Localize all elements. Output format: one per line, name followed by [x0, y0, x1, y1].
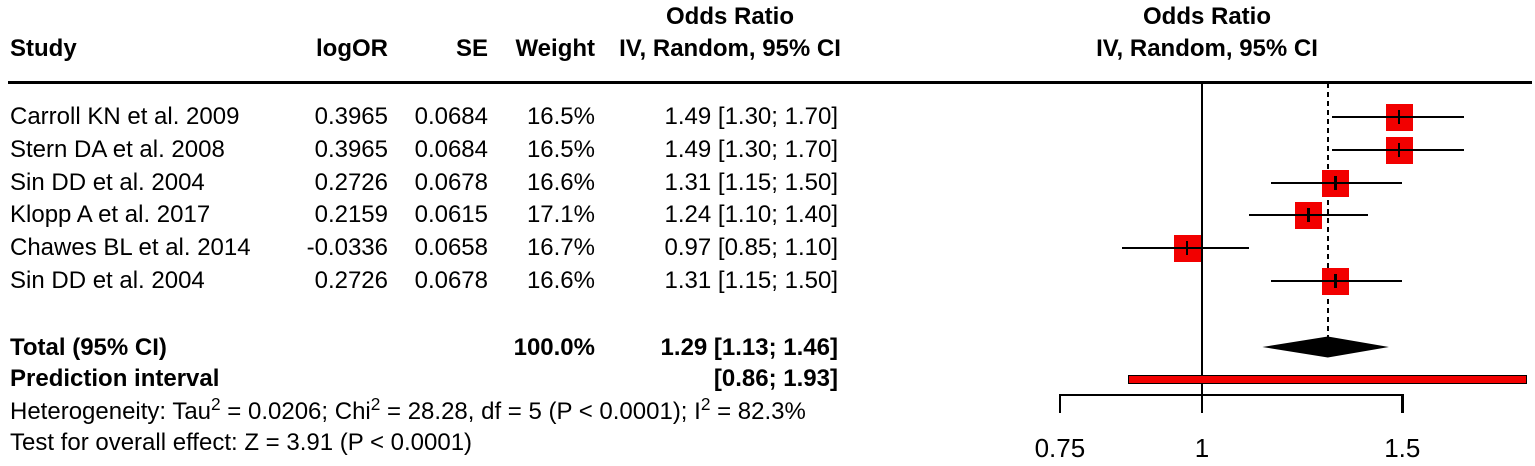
pooled-estimate-line: [1326, 83, 1329, 337]
study-row: Sin DD et al. 2004 0.2726 0.0678 16.6% 1.31 …: [0, 168, 900, 198]
study-name: Klopp A et al. 2017: [10, 201, 211, 228]
study-ci: 1.49 [1.30; 1.70]: [664, 103, 838, 130]
study-weight: 16.6%: [526, 267, 595, 294]
summary-diamond: [1262, 336, 1389, 358]
total-ci: 1.29 [1.13; 1.46]: [660, 334, 838, 361]
plot-header-line2: IV, Random, 95% CI: [1096, 35, 1318, 62]
study-name: Sin DD et al. 2004: [10, 267, 205, 294]
study-logor: 0.2159: [314, 201, 388, 228]
ci-whisker: [1271, 181, 1403, 185]
prediction-ci: [0.86; 1.93]: [713, 365, 838, 392]
axis-line: [1059, 393, 1403, 396]
study-row: Chawes BL et al. 2014 -0.0336 0.0658 16.7% 0…: [0, 233, 900, 263]
axis-tick: [1401, 393, 1404, 413]
point-estimate-tick: [1334, 274, 1337, 288]
prediction-label: Prediction interval: [10, 365, 220, 392]
study-ci: 1.31 [1.15; 1.50]: [664, 267, 838, 294]
study-logor: 0.3965: [314, 103, 388, 130]
study-ci: 1.49 [1.30; 1.70]: [664, 136, 838, 163]
study-name: Chawes BL et al. 2014: [10, 234, 251, 261]
study-name: Carroll KN et al. 2009: [10, 103, 240, 130]
axis-tick: [1058, 393, 1062, 413]
total-weight: 100.0%: [513, 334, 595, 361]
study-row: Klopp A et al. 2017 0.2159 0.0615 17.1% 1.24…: [0, 200, 900, 230]
study-logor: 0.2726: [314, 169, 388, 196]
axis-tick-label: 1: [1194, 433, 1210, 463]
column-header-ci-line1: Odds Ratio: [665, 3, 794, 30]
study-ci: 0.97 [0.85; 1.10]: [664, 234, 838, 261]
study-ci: 1.24 [1.10; 1.40]: [664, 201, 838, 228]
study-ci: 1.31 [1.15; 1.50]: [664, 169, 838, 196]
plot-header-line1: Odds Ratio: [1142, 3, 1271, 30]
column-header-logor: logOR: [316, 35, 388, 62]
column-header-se: SE: [455, 35, 488, 62]
study-se: 0.0678: [414, 267, 488, 294]
axis-tick-label: 0.75: [1034, 433, 1086, 463]
column-header-study: Study: [10, 35, 77, 62]
study-row: Carroll KN et al. 2009 0.3965 0.0684 16.5% 1…: [0, 102, 900, 132]
study-se: 0.0678: [414, 169, 488, 196]
study-se: 0.0615: [414, 201, 488, 228]
point-estimate-tick: [1307, 208, 1310, 222]
study-weight: 16.6%: [526, 169, 595, 196]
point-estimate-tick: [1397, 110, 1401, 124]
study-name: Sin DD et al. 2004: [10, 169, 205, 196]
heterogeneity-text: Heterogeneity: Tau2 = 0.0206; Chi2 = 28.…: [10, 394, 806, 425]
study-logor: 0.3965: [314, 136, 388, 163]
total-label: Total (95% CI): [10, 334, 167, 361]
study-se: 0.0684: [414, 136, 488, 163]
study-weight: 17.1%: [526, 201, 595, 228]
header-rule: [8, 81, 1532, 84]
study-se: 0.0658: [414, 234, 488, 261]
study-logor: 0.2726: [314, 267, 388, 294]
overall-effect-text: Test for overall effect: Z = 3.91 (P < 0…: [10, 429, 473, 456]
study-weight: 16.5%: [526, 103, 595, 130]
study-se: 0.0684: [414, 103, 488, 130]
axis-tick-label: 1.5: [1384, 433, 1421, 463]
ci-whisker: [1121, 246, 1250, 250]
study-logor: -0.0336: [306, 234, 388, 261]
study-weight: 16.5%: [526, 136, 595, 163]
point-estimate-tick: [1334, 176, 1337, 190]
study-weight: 16.7%: [526, 234, 595, 261]
study-name: Stern DA et al. 2008: [10, 136, 225, 163]
column-header-weight: Weight: [515, 35, 595, 62]
study-row: Sin DD et al. 2004 0.2726 0.0678 16.6% 1.31 …: [0, 266, 900, 296]
study-row: Stern DA et al. 2008 0.3965 0.0684 16.5% 1.4…: [0, 135, 900, 165]
column-header-ci-line2: IV, Random, 95% CI: [619, 35, 841, 62]
point-estimate-tick: [1397, 143, 1401, 157]
prediction-interval-bar: [1127, 375, 1527, 384]
ci-whisker: [1271, 279, 1403, 283]
point-estimate-tick: [1185, 241, 1189, 255]
